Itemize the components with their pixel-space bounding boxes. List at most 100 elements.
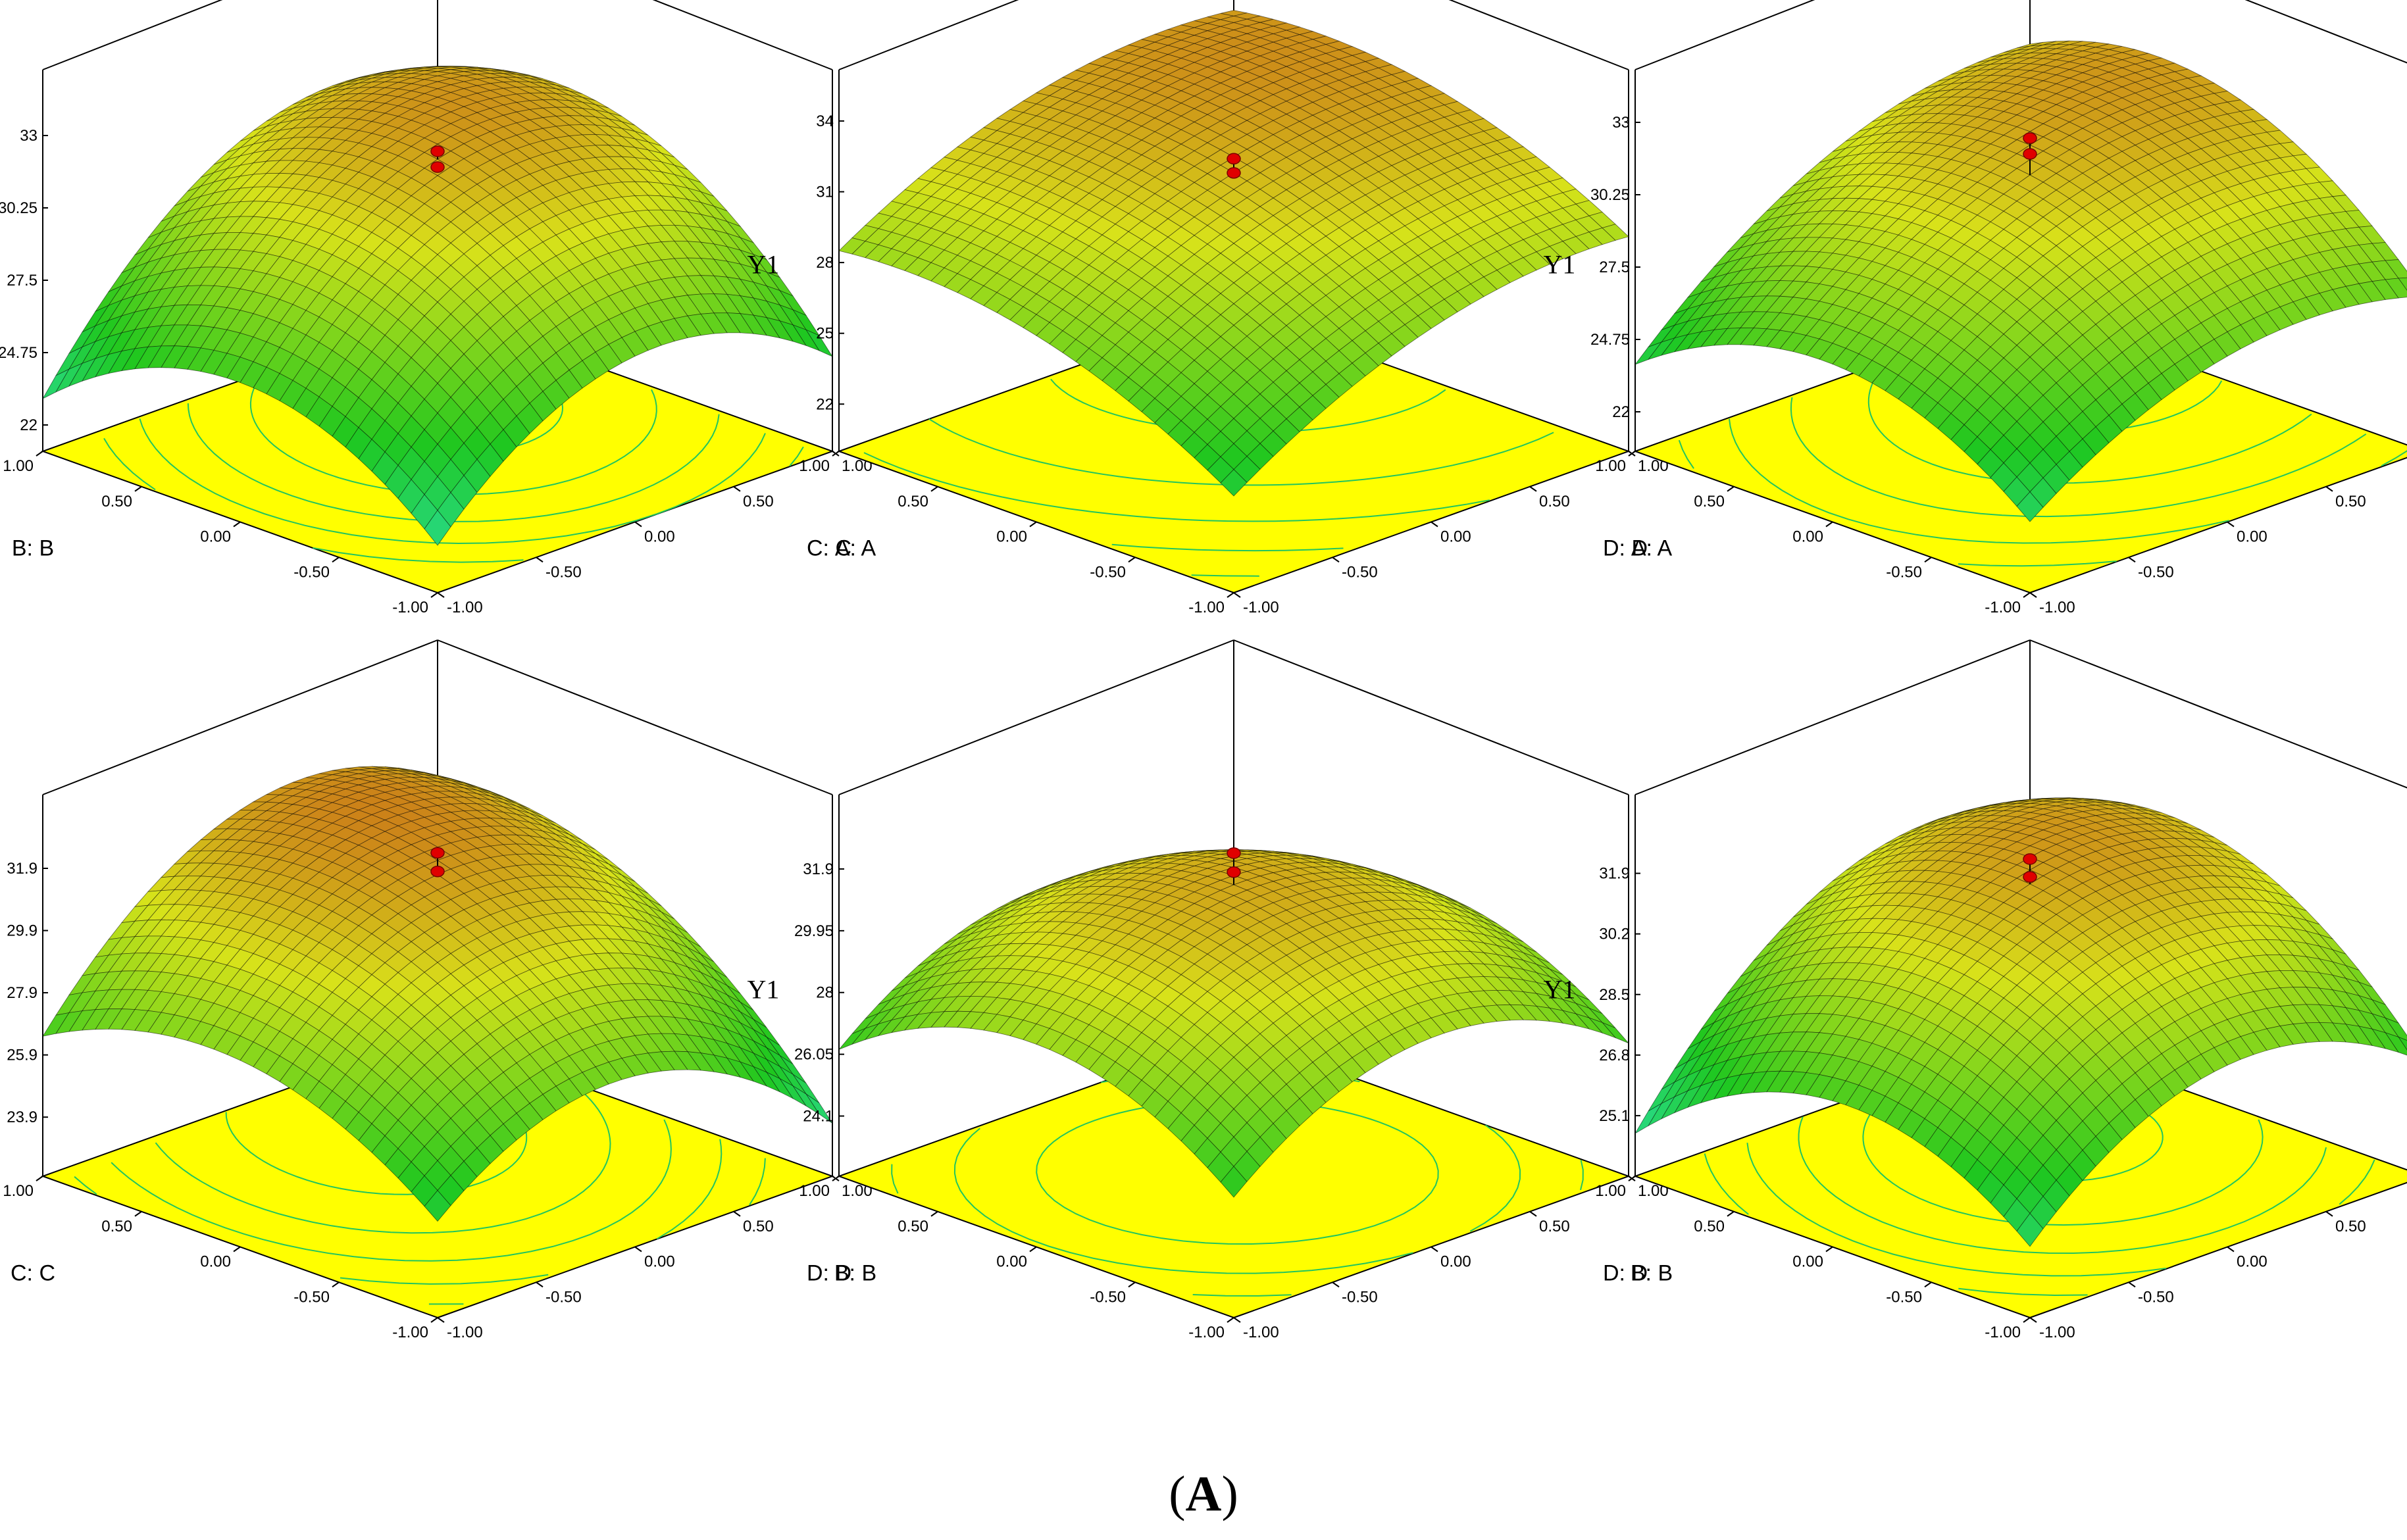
contour-line xyxy=(74,1176,97,1195)
y-axis-title: D: D xyxy=(1603,535,1648,560)
surface-panel-1: 22 24.75 27.5 30.25 33 Y1 -1.00 -0.50 0.00 0.50 1.… xyxy=(0,0,876,616)
z-axis: 25.1 26.8 28.5 30.2 31.9 Y1 xyxy=(1544,865,1640,1125)
y-tick-label: -0.50 xyxy=(1886,1288,1922,1306)
z-tick-label: 30.2 xyxy=(1599,926,1630,943)
z-axis-title: Y1 xyxy=(747,975,780,1005)
y-tick-label: 1.00 xyxy=(3,457,34,475)
response-surface xyxy=(838,849,1629,1198)
z-tick-label: 24.1 xyxy=(803,1108,834,1126)
contour-line xyxy=(953,1128,1413,1274)
y-axis: -1.00 -0.50 0.00 0.50 1.00 D: D xyxy=(1595,1176,2031,1341)
contour-line xyxy=(340,1274,549,1285)
design-point xyxy=(2023,132,2037,144)
y-tick-label: 0.50 xyxy=(898,1218,928,1235)
design-point xyxy=(2023,871,2037,883)
figure-caption: (A) xyxy=(0,1466,2407,1523)
y-tick-label: -0.50 xyxy=(1090,563,1126,581)
contour-line xyxy=(2339,1159,2375,1205)
x-tick-label: -0.50 xyxy=(1342,1288,1378,1306)
z-tick-label: 34 xyxy=(816,112,834,130)
z-axis: 22 24.75 27.5 30.25 33 Y1 xyxy=(1544,114,1640,421)
y-tick-label: 0.50 xyxy=(898,493,928,510)
design-point xyxy=(430,145,445,157)
design-point xyxy=(1227,847,1241,859)
contour-line xyxy=(1958,1287,2088,1297)
x-axis-title: A: A xyxy=(835,535,876,560)
y-tick-label: 1.00 xyxy=(3,1182,34,1200)
z-tick-label: 24.75 xyxy=(1590,331,1630,349)
y-axis: -1.00 -0.50 0.00 0.50 1.00 C: C xyxy=(3,1176,438,1341)
x-axis: -1.00 -0.50 0.00 0.50 1.00 B: B xyxy=(1233,1176,1673,1341)
y-axis: -1.00 -0.50 0.00 0.50 1.00 C: C xyxy=(799,451,1234,616)
y-tick-label: 1.00 xyxy=(1595,457,1626,475)
x-tick-label: 0.00 xyxy=(2237,528,2268,546)
z-tick-label: 30.25 xyxy=(0,199,38,217)
z-axis-title: Y1 xyxy=(1544,975,1576,1005)
y-tick-label: -1.00 xyxy=(1188,599,1225,616)
x-tick-label: -1.00 xyxy=(1243,599,1279,616)
design-point xyxy=(430,847,445,859)
contour-line xyxy=(139,418,766,545)
design-points xyxy=(2023,853,2037,884)
y-axis: -1.00 -0.50 0.00 0.50 1.00 B: B xyxy=(3,451,438,616)
x-tick-label: -0.50 xyxy=(1342,563,1378,581)
z-axis: 23.925.927.929.931.9Y1 xyxy=(7,860,48,1126)
design-point xyxy=(2023,148,2037,160)
z-tick-label: 27.5 xyxy=(1599,259,1630,276)
x-tick-label: 0.50 xyxy=(1539,493,1570,510)
contour-line xyxy=(749,1158,766,1206)
contour-line xyxy=(103,437,156,491)
x-tick-label: 0.50 xyxy=(2335,1218,2366,1235)
response-surface xyxy=(41,66,834,546)
design-points xyxy=(1227,153,1241,179)
y-tick-label: 1.00 xyxy=(1595,1182,1626,1200)
z-tick-label: 31.9 xyxy=(803,860,834,878)
x-tick-label: 0.00 xyxy=(644,1253,675,1271)
caption-close: ) xyxy=(1221,1466,1238,1522)
x-axis: -1.00-0.500.000.501.00A: A xyxy=(2029,485,2366,616)
y-tick-label: 0.00 xyxy=(996,1253,1027,1271)
x-axis-title: B: B xyxy=(834,1260,876,1285)
contour-line xyxy=(111,1119,672,1262)
y-tick-label: 0.00 xyxy=(200,1253,231,1271)
x-axis-title: A: A xyxy=(1631,535,1673,560)
x-axis: -1.00 -0.50 0.00 0.50 1.00 B: B xyxy=(437,1176,876,1341)
z-tick-label: 22 xyxy=(1612,403,1630,421)
y-tick-label: -1.00 xyxy=(1985,1324,2021,1341)
design-point xyxy=(1227,153,1241,165)
y-tick-label: 0.00 xyxy=(996,528,1027,546)
x-tick-label: 0.00 xyxy=(2237,1253,2268,1271)
z-tick-label: 26.05 xyxy=(794,1046,834,1064)
design-points xyxy=(1227,847,1241,885)
design-point xyxy=(430,865,445,878)
y-tick-label: 0.00 xyxy=(1792,1253,1823,1271)
caption-open: ( xyxy=(1169,1466,1186,1522)
z-tick-label: 27.9 xyxy=(7,984,38,1002)
y-axis-title: D: D xyxy=(1603,1260,1648,1285)
contour-line xyxy=(1746,1142,2166,1277)
caption-letter: A xyxy=(1185,1466,1222,1522)
z-tick-label: 26.8 xyxy=(1599,1047,1630,1064)
contour-line xyxy=(1704,1153,1749,1215)
z-tick-label: 28 xyxy=(816,984,834,1002)
y-axis: -1.00 -0.50 0.00 0.50 1.00 D: D xyxy=(799,1176,1234,1341)
z-tick-label: 22 xyxy=(816,395,834,413)
y-tick-label: 1.00 xyxy=(799,1182,830,1200)
design-point xyxy=(430,161,445,173)
y-tick-label: 0.50 xyxy=(101,1218,132,1235)
z-tick-label: 31 xyxy=(816,184,834,201)
x-tick-label: -1.00 xyxy=(2039,599,2075,616)
x-tick-label: 0.50 xyxy=(743,493,774,510)
x-tick-label: -1.00 xyxy=(447,1324,483,1341)
z-tick-label: 33 xyxy=(1612,114,1630,132)
x-axis: -1.00-0.500.000.501.00A: A xyxy=(1233,451,1673,616)
y-axis: -1.00 -0.50 0.00 0.50 1.00 D: D xyxy=(1595,451,2031,616)
z-axis: 24.1 26.05 28 29.95 31.9 Y1 xyxy=(747,860,844,1126)
contour-line xyxy=(1678,439,1694,469)
y-axis-title: D: D xyxy=(807,1260,851,1285)
frame xyxy=(838,639,1629,1318)
surface-panel-3: 22 24.75 27.5 30.25 33 Y1 -1.00 -0.50 0.00 0.50 1.… xyxy=(1544,0,2407,616)
z-tick-label: 29.95 xyxy=(794,922,834,940)
contour-line xyxy=(928,418,1554,486)
contour-line xyxy=(1580,1160,1584,1191)
